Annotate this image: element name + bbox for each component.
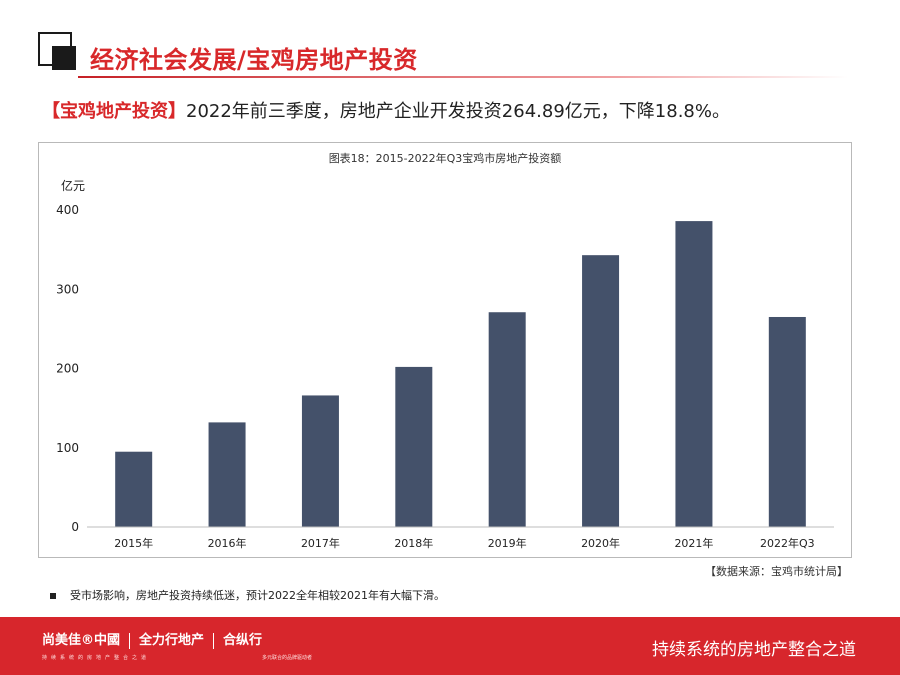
bullet-square-icon — [50, 593, 56, 599]
x-axis-ticks: 2015年 2016年 2017年 2018年 2019年 2020年 2021年 2022年… — [114, 536, 814, 550]
bar — [768, 316, 806, 527]
bar — [395, 366, 433, 527]
y-tick-label: 0 — [71, 520, 79, 534]
brand-divider — [213, 632, 215, 649]
x-tick-label: 2021年 — [674, 536, 713, 550]
y-tick-label: 300 — [56, 282, 79, 296]
bar — [488, 312, 526, 527]
x-tick-label: 2016年 — [208, 536, 247, 550]
x-tick-label: 2019年 — [488, 536, 527, 550]
brand-subtitle: 持续系统的房地产整合之道 — [42, 655, 151, 661]
y-tick-label: 100 — [56, 441, 79, 455]
footer-bar: 尚美佳®中國 全力行地产 合纵行 持续系统的房地产整合之道 多元联合的品牌驱动者 持… — [0, 617, 900, 675]
source-note: 【数据来源：宝鸡市统计局】 — [705, 565, 848, 578]
footer-brand: 尚美佳®中國 全力行地产 合纵行 — [42, 629, 262, 649]
bar — [675, 221, 713, 527]
bars — [115, 221, 806, 528]
x-tick-label: 2015年 — [114, 536, 153, 550]
y-tick-label: 200 — [56, 362, 79, 376]
x-tick-label: 2018年 — [394, 536, 433, 550]
headline: 【宝鸡地产投资】2022年前三季度，房地产企业开发投资264.89亿元，下降18… — [42, 97, 730, 123]
title-divider — [78, 76, 848, 78]
bar — [208, 422, 246, 527]
bar — [115, 451, 153, 527]
bar-chart: 图表18：2015-2022年Q3宝鸡市房地产投资额 亿元 0 100 200 300… — [56, 151, 834, 550]
brand-quanlixing: 全力行地产 — [139, 633, 205, 648]
x-tick-label: 2020年 — [581, 536, 620, 550]
headline-tag: 【宝鸡地产投资】 — [42, 101, 186, 122]
bar — [301, 395, 339, 527]
chart-title: 图表18：2015-2022年Q3宝鸡市房地产投资额 — [329, 151, 562, 165]
chart-frame: 图表18：2015-2022年Q3宝鸡市房地产投资额 亿元 0 100 200 300… — [38, 142, 852, 558]
x-tick-label: 2017年 — [301, 536, 340, 550]
brand-hezongxing: 合纵行 — [223, 633, 263, 648]
page-title: 经济社会发展/宝鸡房地产投资 — [90, 46, 418, 74]
brand-subtitle-2: 多元联合的品牌驱动者 — [262, 655, 313, 661]
bullet-text: 受市场影响，房地产投资持续低迷，预计2022全年相较2021年有大幅下滑。 — [70, 589, 445, 602]
title-square-icon — [38, 32, 78, 72]
x-tick-label: 2022年Q3 — [760, 536, 815, 550]
bullet-note: 受市场影响，房地产投资持续低迷，预计2022全年相较2021年有大幅下滑。 — [50, 587, 445, 603]
y-tick-label: 400 — [56, 203, 79, 217]
headline-text: 2022年前三季度，房地产企业开发投资264.89亿元，下降18.8%。 — [186, 101, 730, 122]
y-axis-ticks: 0 100 200 300 400 — [56, 203, 79, 534]
brand-divider — [129, 632, 131, 649]
y-axis-unit: 亿元 — [61, 178, 85, 193]
footer-slogan: 持续系统的房地产整合之道 — [652, 640, 856, 660]
brand-shangmeijia: 尚美佳®中國 — [42, 633, 121, 648]
bar — [582, 255, 620, 528]
